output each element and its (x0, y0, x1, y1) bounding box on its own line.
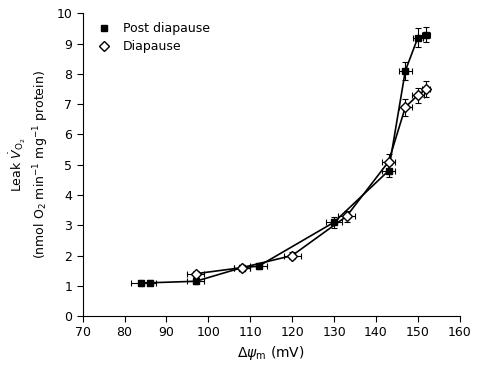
X-axis label: $\Delta\psi$$_{\mathrm{m}}$ (mV): $\Delta\psi$$_{\mathrm{m}}$ (mV) (238, 344, 305, 361)
Legend: Post diapause, Diapause: Post diapause, Diapause (86, 17, 215, 58)
Y-axis label: Leak $\dot{V}$$_{\mathrm{O_2}}$
(nmol O$_2$ min$^{-1}$ mg$^{-1}$ protein): Leak $\dot{V}$$_{\mathrm{O_2}}$ (nmol O$… (8, 70, 51, 259)
